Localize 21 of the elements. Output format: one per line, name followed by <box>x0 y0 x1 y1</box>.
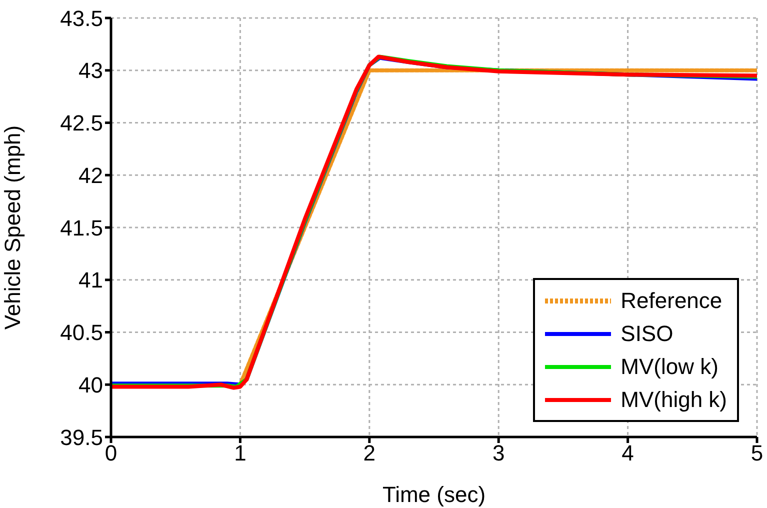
x-axis-title: Time (sec) <box>382 482 486 507</box>
legend-label: SISO <box>620 320 674 346</box>
legend-label: MV(high k) <box>620 386 727 412</box>
x-tick-label: 4 <box>622 440 634 466</box>
legend-label: MV(low k) <box>620 354 718 380</box>
y-tick-label: 41.5 <box>60 215 103 240</box>
y-tick-label: 40 <box>78 372 103 398</box>
y-tick-label: 42.5 <box>60 110 103 136</box>
x-tick-label: 1 <box>234 440 246 466</box>
y-axis-title: Vehicle Speed (mph) <box>0 125 25 330</box>
y-tick-label: 43 <box>78 58 103 84</box>
y-tick-label: 39.5 <box>60 424 103 450</box>
x-tick-label: 5 <box>750 440 764 466</box>
y-tick-label: 40.5 <box>60 320 103 346</box>
x-tick-label: 0 <box>104 440 118 466</box>
x-tick-label: 2 <box>363 440 376 466</box>
y-tick-label: 42 <box>78 162 103 188</box>
x-tick-label: 3 <box>492 440 505 466</box>
legend-label: Reference <box>620 288 722 314</box>
y-tick-label: 43.5 <box>60 6 103 31</box>
y-tick-label: 41 <box>78 268 103 293</box>
